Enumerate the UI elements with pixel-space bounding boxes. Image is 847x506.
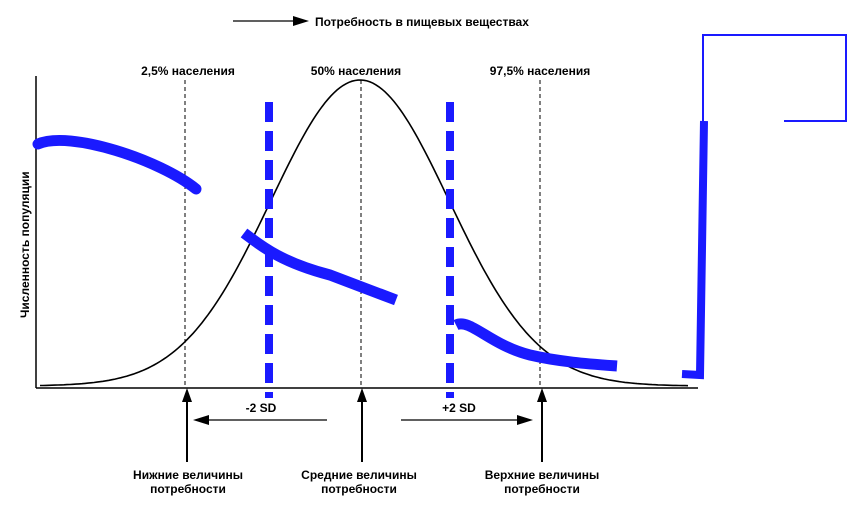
- lower-requirement-label-line2: потребности: [150, 482, 226, 496]
- upper-requirement-arrow-head: [537, 388, 547, 402]
- average-requirement-label-line2: потребности: [321, 482, 397, 496]
- average-requirement-label-line1: Средние величины: [301, 468, 417, 482]
- title-arrow-head: [293, 16, 309, 26]
- blue-stroke-right: [453, 318, 618, 372]
- percentile-label-low: 2,5% населения: [141, 64, 235, 78]
- sd-arrow-minus-head: [193, 415, 209, 425]
- upper-requirement-label-line2: потребности: [504, 482, 580, 496]
- sd-arrow-plus-head: [517, 415, 533, 425]
- upper-requirement-label-line1: Верхние величины: [485, 468, 600, 482]
- diagram-title: Потребность в пищевых веществах: [315, 15, 529, 29]
- percentile-label-mid: 50% населения: [311, 64, 401, 78]
- blue-box-outline: [702, 34, 847, 122]
- average-requirement-arrow-head: [357, 388, 367, 402]
- lower-requirement-arrow-head: [182, 388, 192, 402]
- blue-stroke-far-right: [681, 120, 708, 380]
- y-axis-label: Численность популяции: [18, 171, 32, 318]
- lower-requirement-label-line1: Нижние величины: [133, 468, 243, 482]
- percentile-label-high: 97,5% населения: [490, 64, 590, 78]
- blue-stroke-middle: [240, 228, 398, 306]
- sd-label-minus: -2 SD: [246, 401, 277, 415]
- normal-distribution-curve: [40, 79, 689, 387]
- blue-stroke-left: [32, 135, 202, 195]
- sd-label-plus: +2 SD: [442, 401, 476, 415]
